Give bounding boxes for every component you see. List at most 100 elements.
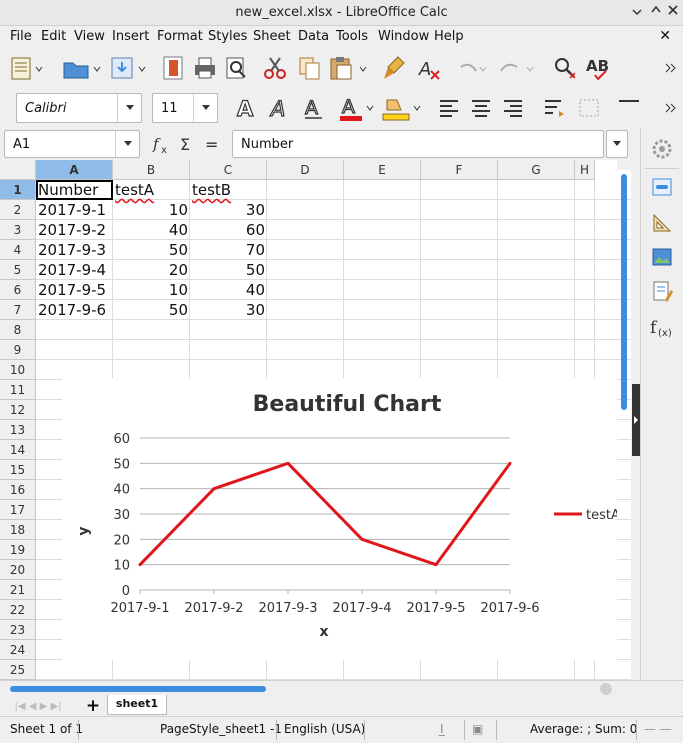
- row-header-7[interactable]: 7: [0, 300, 36, 320]
- table-cell[interactable]: 2017-9-6: [38, 301, 107, 319]
- table-cell[interactable]: 2017-9-3: [38, 241, 107, 259]
- row-header-18[interactable]: 18: [0, 520, 36, 540]
- next-sheet-icon[interactable]: ▶: [39, 700, 48, 712]
- table-cell[interactable]: 2017-9-4: [38, 261, 107, 279]
- row-header-14[interactable]: 14: [0, 440, 36, 460]
- column-header-h[interactable]: H: [575, 160, 595, 180]
- row-header-20[interactable]: 20: [0, 560, 36, 580]
- cut-icon[interactable]: [260, 53, 290, 83]
- formula-input[interactable]: Number: [232, 130, 604, 158]
- maximize-button[interactable]: [647, 4, 665, 22]
- first-sheet-icon[interactable]: |◀: [14, 700, 26, 712]
- sidebar-styles-icon[interactable]: [647, 208, 677, 238]
- horizontal-scroll-thumb[interactable]: [10, 686, 266, 692]
- align-center-icon[interactable]: [466, 93, 496, 123]
- menu-view[interactable]: View: [74, 29, 105, 44]
- row-header-24[interactable]: 24: [0, 640, 36, 660]
- column-header-g[interactable]: G: [498, 160, 575, 180]
- chevron-down-icon[interactable]: [193, 94, 217, 122]
- row-header-19[interactable]: 19: [0, 540, 36, 560]
- wrap-text-icon[interactable]: [540, 93, 570, 123]
- table-cell[interactable]: 2017-9-5: [38, 281, 107, 299]
- sidebar-collapse-handle[interactable]: [632, 384, 640, 456]
- scroll-handle[interactable]: [600, 683, 612, 695]
- status-language[interactable]: English (USA): [284, 722, 366, 736]
- split-handle[interactable]: [617, 160, 631, 170]
- table-cell[interactable]: 50: [168, 301, 188, 319]
- font-name-box[interactable]: Calibri: [16, 93, 142, 123]
- add-sheet-icon[interactable]: +: [85, 696, 101, 716]
- row-header-23[interactable]: 23: [0, 620, 36, 640]
- formula-icon[interactable]: =: [200, 130, 222, 158]
- menu-insert[interactable]: Insert: [112, 29, 150, 44]
- last-sheet-icon[interactable]: ▶|: [50, 700, 62, 712]
- menu-format[interactable]: Format: [157, 29, 203, 44]
- menu-data[interactable]: Data: [298, 29, 330, 44]
- undo-icon[interactable]: [454, 53, 488, 83]
- clear-formatting-icon[interactable]: A: [414, 53, 444, 83]
- column-header-d[interactable]: D: [267, 160, 344, 180]
- row-header-5[interactable]: 5: [0, 260, 36, 280]
- chevron-down-icon[interactable]: [117, 94, 141, 122]
- sidebar-functions-icon[interactable]: f (x): [647, 312, 677, 342]
- row-header-13[interactable]: 13: [0, 420, 36, 440]
- sum-icon[interactable]: Σ: [176, 130, 198, 158]
- sidebar-settings-icon[interactable]: [647, 134, 677, 164]
- row-header-17[interactable]: 17: [0, 500, 36, 520]
- bold-icon[interactable]: A: [232, 93, 260, 123]
- column-header-f[interactable]: F: [421, 160, 498, 180]
- clone-formatting-icon[interactable]: [380, 53, 410, 83]
- chevron-down-icon[interactable]: [115, 131, 139, 157]
- row-header-3[interactable]: 3: [0, 220, 36, 240]
- select-all-corner[interactable]: [0, 160, 36, 180]
- table-cell[interactable]: 50: [168, 241, 188, 259]
- redo-icon[interactable]: [494, 53, 538, 83]
- sidebar-gallery-icon[interactable]: [647, 242, 677, 272]
- table-cell[interactable]: 2017-9-1: [38, 201, 107, 219]
- merge-cells-icon[interactable]: [574, 93, 604, 123]
- italic-icon[interactable]: A: [266, 93, 294, 123]
- column-header-e[interactable]: E: [344, 160, 421, 180]
- prev-sheet-icon[interactable]: ◀: [28, 700, 37, 712]
- menu-tools[interactable]: Tools: [336, 29, 369, 44]
- toolbar-overflow-icon[interactable]: [664, 93, 678, 123]
- close-document-icon[interactable]: ✕: [659, 28, 671, 44]
- table-cell[interactable]: 60: [245, 221, 265, 239]
- line-chart[interactable]: Beautiful Chart 0 10 20 30 40 50 60 2017-9-1 20…: [62, 378, 620, 660]
- expand-formula-bar-button[interactable]: [606, 130, 628, 158]
- align-right-icon[interactable]: [498, 93, 528, 123]
- row-header-10[interactable]: 10: [0, 360, 36, 380]
- menu-edit[interactable]: Edit: [41, 29, 67, 44]
- align-left-icon[interactable]: [434, 93, 464, 123]
- table-cell[interactable]: 10: [168, 201, 188, 219]
- row-header-22[interactable]: 22: [0, 600, 36, 620]
- print-preview-icon[interactable]: [222, 53, 250, 83]
- save-icon[interactable]: [106, 53, 150, 83]
- cell-header-testa[interactable]: testA: [115, 181, 155, 199]
- name-box[interactable]: A1: [4, 130, 140, 158]
- row-header-12[interactable]: 12: [0, 400, 36, 420]
- status-page-style[interactable]: PageStyle_sheet1 -1: [160, 722, 282, 736]
- paste-icon[interactable]: [326, 53, 372, 83]
- table-cell[interactable]: 30: [245, 201, 265, 219]
- row-header-6[interactable]: 6: [0, 280, 36, 300]
- row-header-11[interactable]: 11: [0, 380, 36, 400]
- table-cell[interactable]: 50: [245, 261, 265, 279]
- sidebar-navigator-icon[interactable]: [647, 276, 677, 306]
- row-header-9[interactable]: 9: [0, 340, 36, 360]
- toolbar-overflow-icon[interactable]: [664, 53, 678, 83]
- table-cell[interactable]: 20: [168, 261, 188, 279]
- cell-header-number[interactable]: Number: [38, 181, 99, 199]
- copy-icon[interactable]: [294, 53, 324, 83]
- close-window-button[interactable]: [664, 4, 682, 22]
- row-header-25[interactable]: 25: [0, 660, 36, 680]
- column-header-c[interactable]: C: [190, 160, 267, 180]
- table-cell[interactable]: 10: [168, 281, 188, 299]
- cell-header-testb[interactable]: testB: [192, 181, 232, 199]
- table-cell[interactable]: 2017-9-2: [38, 221, 107, 239]
- column-header-b[interactable]: B: [113, 160, 190, 180]
- menu-styles[interactable]: Styles: [208, 29, 248, 44]
- highlight-color-icon[interactable]: [380, 93, 424, 123]
